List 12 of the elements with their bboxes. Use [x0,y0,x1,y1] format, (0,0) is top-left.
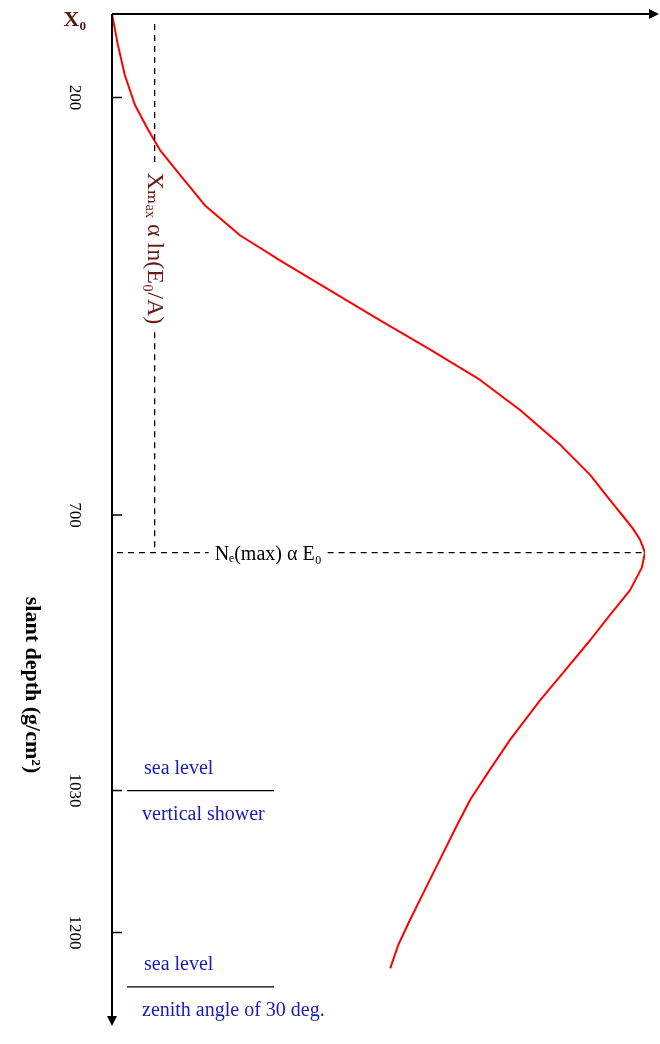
ref-line-label: Nₑ(max) α E₀ [214,541,322,565]
ref-line-label: Xₘₐₓ α ln(E₀/A) [143,172,170,325]
annotation: zenith angle of 30 deg. [142,998,325,1022]
y-tick-label: 1200 [65,915,85,950]
y-axis-title: slant depth (g/cm²) [21,596,47,774]
y-tick-label: 700 [65,502,85,528]
y-tick-label: 1030 [65,773,85,808]
ref-line-label: sea level [144,952,214,975]
annotation: X₀ [63,5,87,31]
y-tick-label: 200 [65,84,85,111]
ref-line-label: sea level [144,755,214,778]
annotation: vertical shower [142,801,266,824]
